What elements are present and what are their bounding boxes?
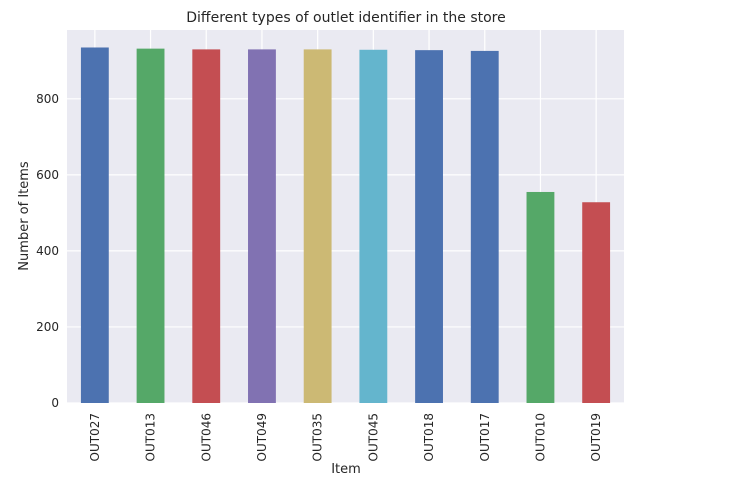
bar-out049 <box>248 49 276 403</box>
bar-out017 <box>470 50 499 404</box>
y-tick-label: 800 <box>36 92 59 106</box>
x-tick-label: OUT046 <box>199 413 213 461</box>
x-tick-label: OUT019 <box>589 413 603 461</box>
bar-out019 <box>582 202 611 403</box>
bar-out045 <box>359 49 388 403</box>
bars <box>80 47 611 404</box>
bar-out027 <box>80 47 109 403</box>
y-tick-label: 0 <box>51 396 59 410</box>
x-tick-label: OUT018 <box>422 413 436 461</box>
x-tick-label: OUT017 <box>478 413 492 461</box>
x-tick-label: OUT045 <box>366 413 380 461</box>
y-tick-label: 600 <box>36 168 59 182</box>
y-axis-label: Number of Items <box>17 161 32 271</box>
x-axis-ticks: OUT027 OUT013 OUT046 OUT049 OUT035 OUT045 OUT0… <box>88 413 603 461</box>
bar-out035 <box>303 49 332 403</box>
x-tick-label: OUT013 <box>144 413 158 461</box>
bar-out046 <box>192 49 221 403</box>
bar-out018 <box>415 50 443 403</box>
bar-out010 <box>526 191 555 403</box>
x-axis-label: Item <box>331 462 361 477</box>
x-tick-label: OUT035 <box>311 413 325 461</box>
chart-title: Different types of outlet identifier in … <box>186 10 505 26</box>
x-tick-label: OUT049 <box>255 413 269 461</box>
y-tick-label: 400 <box>36 244 59 258</box>
x-tick-label: OUT010 <box>533 413 547 461</box>
y-axis-ticks: 0 200 400 600 800 <box>36 92 59 410</box>
y-tick-label: 200 <box>36 320 59 334</box>
x-tick-label: OUT027 <box>88 413 102 461</box>
bar-out013 <box>136 48 165 404</box>
